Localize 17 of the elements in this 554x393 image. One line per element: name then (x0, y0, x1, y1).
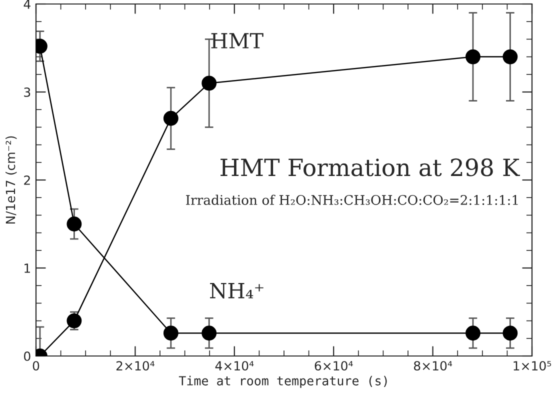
y-tick-label: 0 (24, 351, 30, 361)
text: HMT Formation at 298 K (220, 158, 520, 176)
x-tick-label: 0 (32, 361, 40, 371)
text: Irradiation of H₂O:NH₃:CH₃OH:CO:CO₂=2:1:1:1:1 (186, 194, 518, 205)
y-tick-label: 3 (24, 87, 30, 97)
series-label: NH₄⁺ (210, 283, 264, 299)
x-tick-label: 8×10⁴ (414, 361, 452, 371)
y-tick-label: 4 (24, 0, 30, 9)
y-axis-title: N/1e17 (cm⁻²) (6, 136, 17, 224)
x-tick-label: 6×10⁴ (314, 361, 353, 371)
x-tick-label: 1×10⁵ (514, 361, 552, 371)
y-tick-label: 1 (24, 264, 30, 273)
y-tick-label: 2 (24, 175, 30, 185)
x-tick-label: 2×10⁴ (116, 361, 154, 371)
x-axis-title: Time at room temperature (s) (178, 376, 387, 388)
x-tick-label: 4×10⁴ (215, 361, 254, 371)
series-label: HMT (211, 33, 264, 48)
